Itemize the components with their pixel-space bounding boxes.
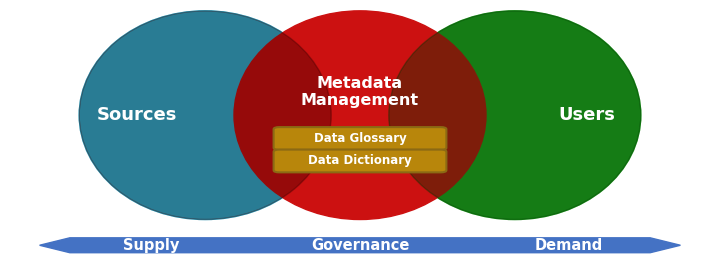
FancyBboxPatch shape [274, 127, 446, 150]
Ellipse shape [389, 11, 641, 220]
Text: Metadata
Management: Metadata Management [301, 76, 419, 108]
Text: Demand: Demand [535, 238, 603, 253]
Text: Data Dictionary: Data Dictionary [308, 154, 412, 167]
Text: Supply: Supply [123, 238, 179, 253]
Text: Data Glossary: Data Glossary [314, 132, 406, 145]
Text: Governance: Governance [311, 238, 409, 253]
Ellipse shape [79, 11, 331, 220]
Polygon shape [40, 238, 680, 253]
Ellipse shape [234, 11, 486, 220]
Ellipse shape [79, 11, 331, 220]
Text: Users: Users [559, 106, 615, 124]
FancyBboxPatch shape [274, 150, 446, 172]
Text: Sources: Sources [96, 106, 177, 124]
Ellipse shape [389, 11, 641, 220]
